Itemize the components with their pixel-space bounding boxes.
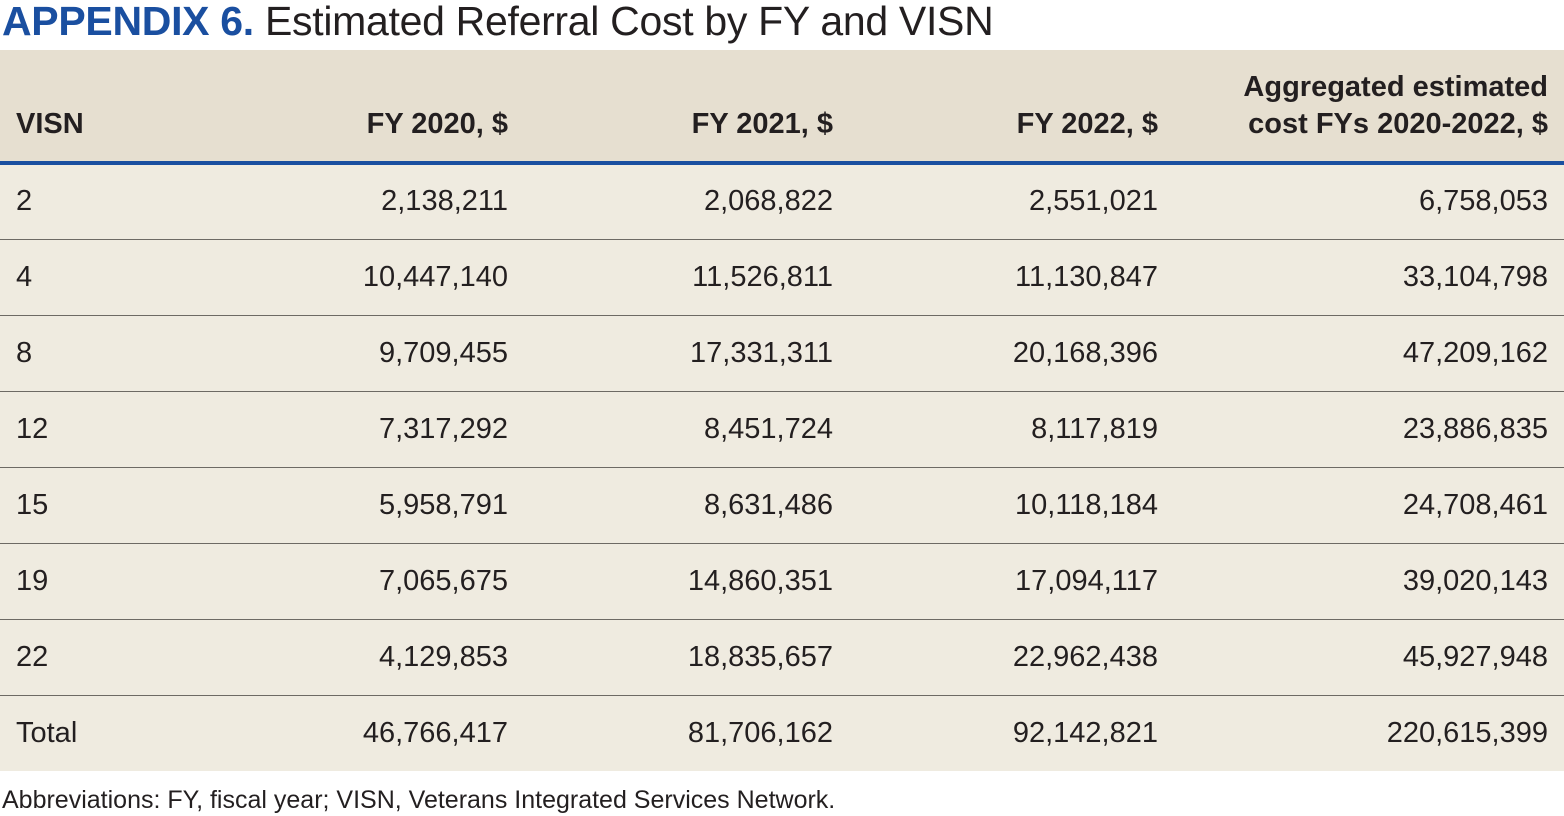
cell-fy2021: 17,331,311 [524,315,849,392]
header-fy2020: FY 2020, $ [188,50,524,165]
cell-visn: 12 [0,391,188,468]
cell-fy2020: 4,129,853 [188,619,524,696]
cell-fy2022: 17,094,117 [849,543,1174,620]
table-row-total: Total 46,766,417 81,706,162 92,142,821 2… [0,695,1564,771]
cell-visn: 19 [0,543,188,620]
table-row: 15 5,958,791 8,631,486 10,118,184 24,708… [0,467,1564,544]
cell-fy2020: 7,065,675 [188,543,524,620]
table-body: 2 2,138,211 2,068,822 2,551,021 6,758,05… [0,163,1564,771]
title-text: Estimated Referral Cost by FY and VISN [264,0,994,44]
cell-aggregated: 45,927,948 [1174,619,1564,696]
table-row: 8 9,709,455 17,331,311 20,168,396 47,209… [0,315,1564,392]
cell-aggregated: 23,886,835 [1174,391,1564,468]
cell-visn: 4 [0,239,188,316]
header-aggregated: Aggregated estimated cost FYs 2020-2022,… [1174,50,1564,165]
cell-fy2022: 92,142,821 [1012,716,1158,749]
header-aggregated-line2: cost FYs 2020-2022, $ [1248,108,1548,140]
cell-aggregated: 47,209,162 [1174,315,1564,392]
cell-visn: 2 [0,163,188,240]
cell-fy2022: 2,551,021 [849,163,1174,240]
cell-fy2021: 2,068,822 [524,163,849,240]
cell-fy2020: 7,317,292 [188,391,524,468]
cell-aggregated: 220,615,399 [1386,716,1548,749]
cell-aggregated: 33,104,798 [1174,239,1564,316]
cell-fy2022: 10,118,184 [849,467,1174,544]
table-row: 2 2,138,211 2,068,822 2,551,021 6,758,05… [0,163,1564,240]
appendix-label: APPENDIX 6. [2,0,254,44]
cell-fy2022: 20,168,396 [849,315,1174,392]
cell-fy2022: 8,117,819 [849,391,1174,468]
header-row: VISN FY 2020, $ FY 2021, $ FY 2022, $ Ag… [0,50,1564,165]
header-fy2021: FY 2021, $ [524,50,849,165]
cell-fy2022: 22,962,438 [849,619,1174,696]
cell-aggregated: 6,758,053 [1174,163,1564,240]
cell-visn: 8 [0,315,188,392]
cell-fy2021: 11,526,811 [524,239,849,316]
cell-visn: 15 [0,467,188,544]
cell-fy2020: 5,958,791 [188,467,524,544]
table-row: 4 10,447,140 11,526,811 11,130,847 33,10… [0,239,1564,316]
cell-fy2021: 14,860,351 [524,543,849,620]
table-header: VISN FY 2020, $ FY 2021, $ FY 2022, $ Ag… [0,50,1564,165]
cell-fy2022: 11,130,847 [849,239,1174,316]
table-row: 22 4,129,853 18,835,657 22,962,438 45,92… [0,619,1564,696]
table-row: 19 7,065,675 14,860,351 17,094,117 39,02… [0,543,1564,620]
referral-cost-table-container: VISN FY 2020, $ FY 2021, $ FY 2022, $ Ag… [0,50,1564,771]
table-row: 12 7,317,292 8,451,724 8,117,819 23,886,… [0,391,1564,468]
header-aggregated-line1: Aggregated estimated [1243,71,1548,103]
abbreviations-footnote: Abbreviations: FY, fiscal year; VISN, Ve… [2,786,836,814]
cell-fy2021: 18,835,657 [524,619,849,696]
cell-fy2020: 2,138,211 [188,163,524,240]
cell-fy2020: 9,709,455 [188,315,524,392]
cell-visn: 22 [0,619,188,696]
cell-fy2021: 8,631,486 [524,467,849,544]
header-visn: VISN [0,50,188,165]
cell-fy2020: 46,766,417 [362,716,508,749]
cell-fy2021: 8,451,724 [524,391,849,468]
cell-fy2021: 81,706,162 [687,716,833,749]
page-title: APPENDIX 6. Estimated Referral Cost by F… [2,0,994,46]
cell-aggregated: 39,020,143 [1174,543,1564,620]
cell-aggregated: 24,708,461 [1174,467,1564,544]
cell-fy2020: 10,447,140 [188,239,524,316]
cell-visn: Total [16,716,78,749]
header-fy2022: FY 2022, $ [849,50,1174,165]
referral-cost-table: VISN FY 2020, $ FY 2021, $ FY 2022, $ Ag… [0,50,1564,771]
